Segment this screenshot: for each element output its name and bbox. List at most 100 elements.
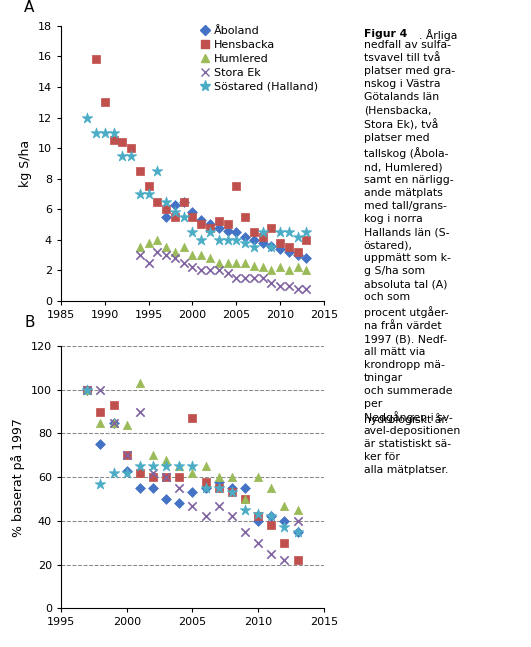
Point	[188, 250, 196, 260]
Point	[205, 253, 214, 263]
Point	[241, 527, 249, 537]
Point	[123, 450, 131, 461]
Point	[144, 237, 153, 248]
Point	[293, 250, 302, 260]
Point	[118, 151, 126, 161]
Point	[223, 235, 232, 245]
Point	[109, 400, 118, 410]
Text: B: B	[24, 316, 35, 331]
Point	[280, 516, 289, 526]
Point	[135, 406, 144, 417]
Point	[135, 250, 144, 260]
Point	[188, 207, 196, 217]
Point	[109, 135, 118, 146]
Point	[250, 261, 258, 271]
Point	[215, 476, 223, 487]
Point	[179, 197, 188, 207]
Point	[153, 235, 161, 245]
Point	[223, 258, 232, 268]
Point	[267, 278, 276, 288]
Point	[267, 223, 276, 233]
Point	[144, 181, 153, 192]
Point	[254, 472, 262, 483]
Point	[118, 137, 126, 147]
Point	[205, 265, 214, 276]
Point	[188, 468, 196, 478]
Point	[201, 483, 210, 493]
Point	[241, 483, 249, 493]
Point	[267, 265, 276, 276]
Point	[175, 461, 184, 472]
Point	[280, 538, 289, 548]
Point	[83, 384, 92, 395]
Point	[179, 212, 188, 222]
Point	[250, 242, 258, 252]
Point	[223, 268, 232, 278]
Point	[215, 472, 223, 483]
Point	[96, 384, 105, 395]
Point	[276, 237, 284, 248]
Point	[188, 500, 196, 510]
Point	[254, 516, 262, 526]
Point	[109, 468, 118, 478]
Point	[267, 511, 276, 521]
Point	[241, 494, 249, 504]
Point	[83, 384, 92, 395]
Point	[100, 127, 109, 138]
Point	[258, 273, 267, 283]
Point	[153, 197, 161, 207]
Point	[149, 483, 157, 493]
Point	[201, 461, 210, 472]
Point	[276, 244, 284, 254]
Point	[201, 476, 210, 487]
Text: A: A	[24, 0, 35, 15]
Point	[232, 181, 241, 192]
Point	[294, 505, 302, 515]
Y-axis label: % baserat på 1997: % baserat på 1997	[11, 418, 25, 536]
Point	[250, 273, 258, 283]
Point	[135, 166, 144, 176]
Point	[96, 439, 105, 450]
Point	[232, 273, 241, 283]
Point	[228, 487, 236, 498]
Point	[228, 483, 236, 493]
Point	[179, 258, 188, 268]
Point	[258, 227, 267, 237]
Point	[162, 472, 170, 483]
Point	[127, 143, 135, 153]
Point	[254, 509, 262, 520]
Point	[83, 384, 92, 395]
Point	[109, 417, 118, 428]
Point	[302, 265, 311, 276]
Point	[302, 227, 311, 237]
Point	[285, 265, 293, 276]
Point	[302, 235, 311, 245]
Point	[205, 219, 214, 230]
Point	[83, 384, 92, 395]
Point	[135, 461, 144, 472]
Point	[258, 262, 267, 272]
Point	[175, 498, 184, 509]
Y-axis label: kg S/ha: kg S/ha	[19, 140, 32, 187]
Point	[241, 273, 249, 283]
Point	[201, 511, 210, 521]
Point	[267, 483, 276, 493]
Point	[135, 378, 144, 388]
Point	[123, 450, 131, 461]
Point	[215, 235, 223, 245]
Point	[153, 247, 161, 257]
Point	[144, 258, 153, 268]
Point	[294, 516, 302, 526]
Point	[215, 483, 223, 493]
Point	[241, 232, 249, 242]
Text: . Årliga: . Årliga	[419, 29, 458, 41]
Point	[232, 235, 241, 245]
Point	[96, 417, 105, 428]
Point	[267, 241, 276, 251]
Point	[188, 487, 196, 498]
Point	[285, 280, 293, 291]
Point	[241, 212, 249, 222]
Point	[123, 465, 131, 476]
Point	[293, 262, 302, 272]
Point	[170, 207, 179, 217]
